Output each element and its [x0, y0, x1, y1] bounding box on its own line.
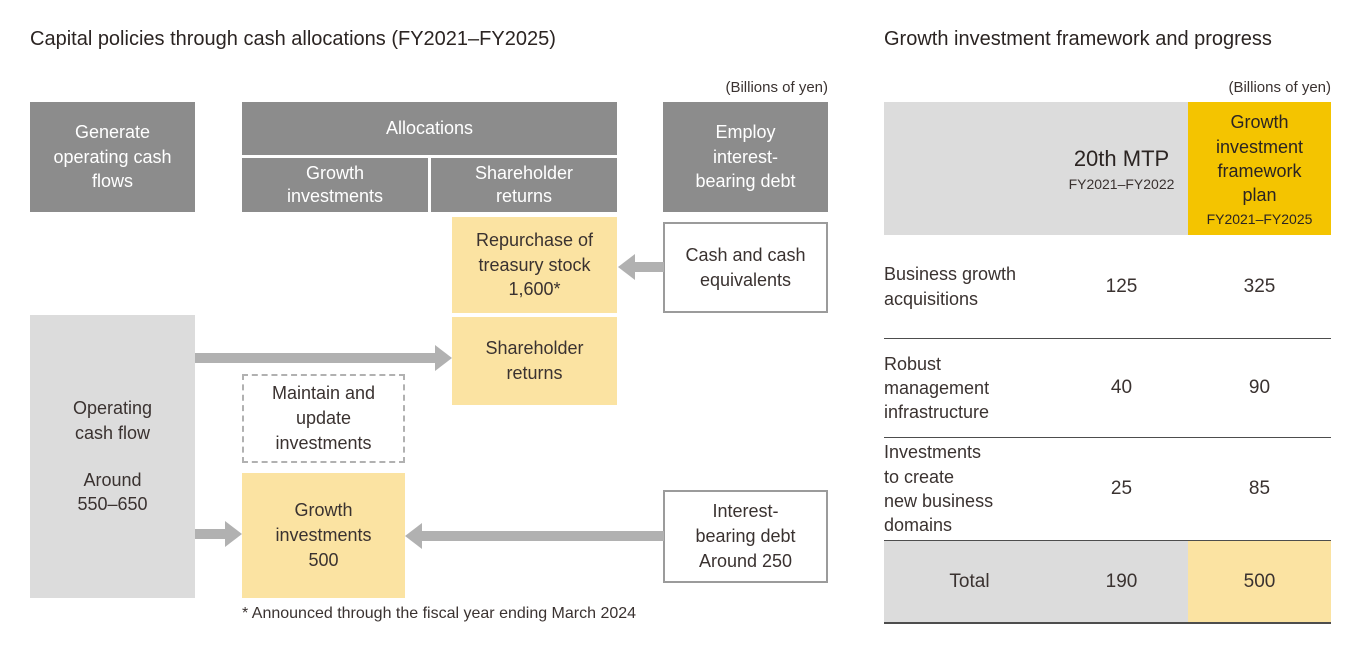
repurchase-treasury-stock-box: Repurchase of treasury stock 1,600* [452, 217, 617, 313]
employ-debt-box: Employ interest- bearing debt [663, 102, 828, 212]
table-row-business-growth: Business growth acquisitions 125 325 [884, 235, 1331, 338]
arrow-shaft [634, 262, 664, 272]
mtp-column-header: 20th MTP FY2021–FY2022 [1055, 146, 1188, 192]
table-row-robust-management: Robust management infrastructure 40 90 [884, 338, 1331, 437]
growth-investments-header-box: Growth investments [242, 158, 428, 212]
total-mtp-value: 190 [1055, 541, 1188, 622]
operating-cash-flow-label: Operating cash flow [72, 397, 153, 443]
cash-equivalents-box: Cash and cash equivalents [663, 222, 828, 313]
table-total-row: Total 190 500 [884, 540, 1331, 624]
footnote: * Announced through the fiscal year endi… [242, 605, 637, 622]
arrow-shaft [195, 529, 225, 539]
allocations-header-box: Allocations [242, 102, 617, 155]
row-plan-value: 325 [1243, 275, 1276, 297]
arrow-shaft [421, 531, 664, 541]
arrow-head-right-icon [435, 345, 452, 371]
right-unit-note: (Billions of yen) [1228, 79, 1331, 96]
arrow-head-right-icon [225, 521, 242, 547]
row-mtp-value: 125 [1105, 275, 1138, 297]
interest-bearing-debt-box: Interest- bearing debt Around 250 [663, 490, 828, 583]
right-section-title: Growth investment framework and progress [884, 28, 1272, 50]
shareholder-returns-box: Shareholder returns [452, 317, 617, 405]
generate-cash-box: Generate operating cash flows [30, 102, 195, 212]
arrow-head-left-icon [405, 523, 422, 549]
left-section-title: Capital policies through cash allocation… [30, 28, 556, 50]
plan-column-subtitle: FY2021–FY2025 [1206, 210, 1313, 227]
total-label: Total [884, 541, 1055, 622]
arrow-shaft [195, 353, 435, 363]
mtp-column-subtitle: FY2021–FY2022 [1068, 175, 1175, 192]
table-row-new-business-domains: Investments to create new business domai… [884, 437, 1331, 540]
row-label: Investments to create new business domai… [884, 442, 994, 536]
row-plan-value: 85 [1248, 478, 1271, 499]
row-plan-value: 90 [1248, 377, 1271, 398]
row-label: Business growth acquisitions [884, 264, 1017, 309]
mtp-column-title: 20th MTP [1073, 145, 1170, 171]
row-label: Robust management infrastructure [884, 353, 990, 423]
row-mtp-value: 25 [1110, 478, 1133, 499]
total-plan-value: 500 [1188, 541, 1331, 622]
maintain-investments-box: Maintain and update investments [242, 374, 405, 463]
left-unit-note: (Billions of yen) [725, 79, 828, 96]
table-header-plan-cell: Growth investment framework plan FY2021–… [1188, 102, 1331, 235]
row-mtp-value: 40 [1110, 377, 1133, 398]
growth-investments-box: Growth investments 500 [242, 473, 405, 598]
plan-column-title: Growth investment framework plan [1215, 112, 1304, 206]
operating-cash-flow-box: Operating cash flow Around 550–650 [30, 315, 195, 598]
table-header-mtp-cell: 20th MTP FY2021–FY2022 [884, 102, 1188, 235]
operating-cash-flow-amount: Around 550–650 [77, 469, 148, 515]
shareholder-returns-header-box: Shareholder returns [431, 158, 617, 212]
arrow-head-left-icon [618, 254, 635, 280]
